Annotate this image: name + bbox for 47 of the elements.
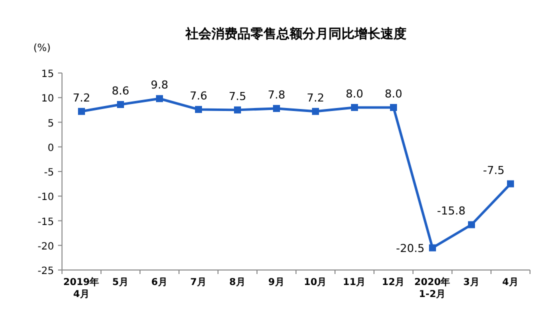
x-tick-label: 6月 xyxy=(151,277,168,288)
point xyxy=(195,106,202,113)
point xyxy=(390,104,397,111)
point xyxy=(78,108,85,115)
y-tick-label: 15 xyxy=(41,69,54,80)
point xyxy=(429,244,436,252)
text: -7.5 xyxy=(483,164,504,177)
text: 8.0 xyxy=(346,87,364,100)
text: 7.2 xyxy=(306,91,324,104)
x-tick-label: 8月 xyxy=(229,277,246,288)
text: 8.0 xyxy=(384,87,402,100)
y-tick-label: 0 xyxy=(48,142,54,154)
x-tick-label: 11月 xyxy=(342,277,366,288)
point xyxy=(507,180,514,188)
text: -20.5 xyxy=(396,242,424,255)
point xyxy=(351,104,358,111)
text: -15.8 xyxy=(437,204,466,218)
chart-title: 社会消费品零售总额分月同比增长速度 xyxy=(184,26,406,42)
text: 7.8 xyxy=(268,88,286,102)
point xyxy=(468,221,475,228)
x-tick-label: 12月 xyxy=(382,277,406,288)
x-tick-label: 10月 xyxy=(304,277,328,288)
point xyxy=(234,106,241,114)
y-tick-label: -25 xyxy=(38,266,54,277)
y-tick-label: -10 xyxy=(38,192,54,204)
x-tick-label: 7月 xyxy=(190,277,207,288)
point xyxy=(156,95,163,102)
text: 7.6 xyxy=(190,89,208,102)
y-tick-label: -15 xyxy=(38,216,54,228)
y-tick-label: 5 xyxy=(48,118,54,130)
text: 9.8 xyxy=(150,78,168,92)
x-tick-label: 3月 xyxy=(463,277,480,288)
y-tick-label: 10 xyxy=(41,94,54,105)
x-tick-label: 2020年 1-2月 xyxy=(414,276,451,300)
point xyxy=(312,108,319,115)
x-tick-label: 2019年 4月 xyxy=(63,276,100,300)
y-axis-title: (%) xyxy=(33,43,51,54)
point xyxy=(273,104,280,112)
text: 8.6 xyxy=(112,84,130,98)
x-tick-label: 4月 xyxy=(502,277,519,288)
text: 7.5 xyxy=(228,90,246,103)
x-tick-label: 9月 xyxy=(268,277,285,288)
y-tick-label: -5 xyxy=(44,168,54,178)
y-tick-label: -20 xyxy=(38,241,54,252)
x-tick-label: 5月 xyxy=(112,277,129,288)
text: 7.2 xyxy=(72,91,90,104)
point xyxy=(117,101,124,108)
